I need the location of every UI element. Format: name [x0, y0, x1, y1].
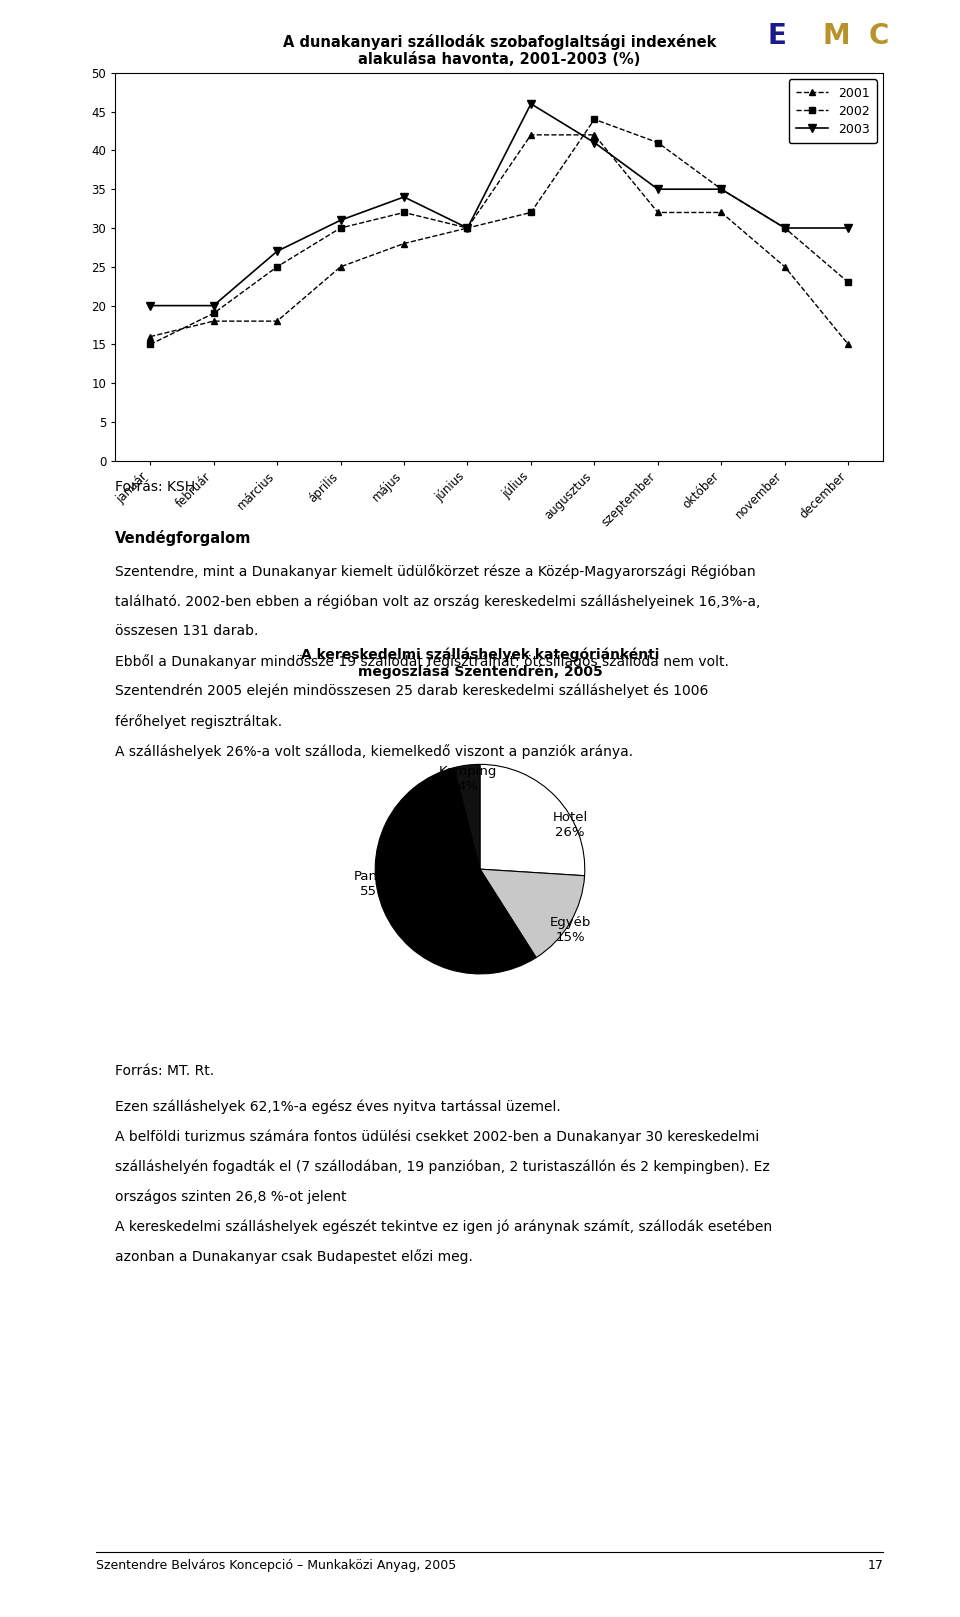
2001 — [462, 218, 473, 238]
Text: Kemping
4%: Kemping 4% — [439, 765, 497, 792]
2003 — [335, 210, 347, 230]
2001 — [144, 327, 156, 346]
2001 — [652, 202, 663, 222]
Wedge shape — [480, 870, 585, 957]
Text: Forrás: MT. Rt.: Forrás: MT. Rt. — [115, 1064, 214, 1079]
2003 — [843, 218, 854, 238]
2001 — [398, 234, 410, 254]
Wedge shape — [375, 768, 536, 973]
Text: A belföldi turizmus számára fontos üdülési csekket 2002-ben a Dunakanyar 30 kere: A belföldi turizmus számára fontos üdülé… — [115, 1129, 759, 1143]
Text: C: C — [869, 21, 889, 50]
Text: M: M — [823, 21, 851, 50]
Text: található. 2002-ben ebben a régióban volt az ország kereskedelmi szálláshelyeine: található. 2002-ben ebben a régióban vol… — [115, 593, 760, 608]
Text: Hotel
26%: Hotel 26% — [553, 812, 588, 839]
2003 — [715, 179, 727, 199]
2003 — [144, 296, 156, 315]
2003 — [207, 296, 219, 315]
2001 — [843, 335, 854, 354]
Text: Szentendre Belváros Koncepció – Munkaközi Anyag, 2005: Szentendre Belváros Koncepció – Munkaköz… — [96, 1559, 456, 1572]
2003 — [272, 241, 283, 260]
Text: Vendégforgalom: Vendégforgalom — [115, 530, 252, 547]
2002 — [715, 179, 727, 199]
2001 — [335, 257, 347, 277]
Line: 2003: 2003 — [146, 100, 852, 310]
Text: E: E — [768, 21, 787, 50]
Text: szálláshelyén fogadták el (7 szállodában, 19 panzióban, 2 turistaszállón és 2 ke: szálláshelyén fogadták el (7 szállodában… — [115, 1159, 770, 1174]
2001 — [780, 257, 791, 277]
2001 — [272, 312, 283, 331]
2003 — [462, 218, 473, 238]
2001 — [525, 125, 537, 144]
2003 — [398, 188, 410, 207]
2003 — [588, 133, 600, 152]
Legend: 2001, 2002, 2003: 2001, 2002, 2003 — [789, 79, 876, 142]
2002 — [398, 202, 410, 222]
Text: országos szinten 26,8 %-ot jelent: országos szinten 26,8 %-ot jelent — [115, 1190, 347, 1203]
2002 — [780, 218, 791, 238]
2002 — [335, 218, 347, 238]
Text: Szentendrén 2005 elején mindösszesen 25 darab kereskedelmi szálláshelyet és 1006: Szentendrén 2005 elején mindösszesen 25 … — [115, 684, 708, 699]
2001 — [207, 312, 219, 331]
Text: összesen 131 darab.: összesen 131 darab. — [115, 624, 258, 639]
2002 — [462, 218, 473, 238]
Text: A szálláshelyek 26%-a volt szálloda, kiemelkedő viszont a panziók aránya.: A szálláshelyek 26%-a volt szálloda, kie… — [115, 744, 634, 758]
2002 — [144, 335, 156, 354]
2003 — [780, 218, 791, 238]
Text: azonban a Dunakanyar csak Budapestet előzi meg.: azonban a Dunakanyar csak Budapestet elő… — [115, 1248, 473, 1264]
Text: Egyéb
15%: Egyéb 15% — [549, 917, 591, 944]
2002 — [652, 133, 663, 152]
Text: 17: 17 — [867, 1559, 883, 1572]
Title: A dunakanyari szállodák szobafoglaltsági indexének
alakulása havonta, 2001-2003 : A dunakanyari szállodák szobafoglaltsági… — [282, 34, 716, 68]
Text: Forrás: KSH: Forrás: KSH — [115, 480, 195, 495]
2002 — [588, 110, 600, 129]
2002 — [207, 304, 219, 323]
Text: Ebből a Dunakanyar mindössze 19 szállodát regisztrálhat; ötcsillagos szálloda ne: Ebből a Dunakanyar mindössze 19 szállodá… — [115, 653, 729, 669]
2003 — [652, 179, 663, 199]
Title: A kereskedelmi szálláshelyek kategóriánkénti
megoszlása Szentendrén, 2005: A kereskedelmi szálláshelyek kategóriánk… — [300, 648, 660, 679]
2001 — [715, 202, 727, 222]
2002 — [525, 202, 537, 222]
Line: 2001: 2001 — [147, 131, 852, 348]
Text: Ezen szálláshelyek 62,1%-a egész éves nyitva tartással üzemel.: Ezen szálláshelyek 62,1%-a egész éves ny… — [115, 1100, 561, 1114]
Line: 2002: 2002 — [147, 116, 852, 348]
2003 — [525, 94, 537, 113]
Text: A kereskedelmi szálláshelyek egészét tekintve ez igen jó aránynak számít, szállo: A kereskedelmi szálláshelyek egészét tek… — [115, 1219, 773, 1234]
Text: Szentendre, mint a Dunakanyar kiemelt üdülőkörzet része a Közép-Magyarországi Ré: Szentendre, mint a Dunakanyar kiemelt üd… — [115, 564, 756, 579]
2002 — [272, 257, 283, 277]
Wedge shape — [454, 765, 480, 870]
Text: Panzió
55%: Panzió 55% — [354, 870, 396, 897]
2001 — [588, 125, 600, 144]
2002 — [843, 273, 854, 293]
Text: férőhelyet regisztráltak.: férőhelyet regisztráltak. — [115, 713, 282, 729]
Wedge shape — [480, 765, 585, 876]
